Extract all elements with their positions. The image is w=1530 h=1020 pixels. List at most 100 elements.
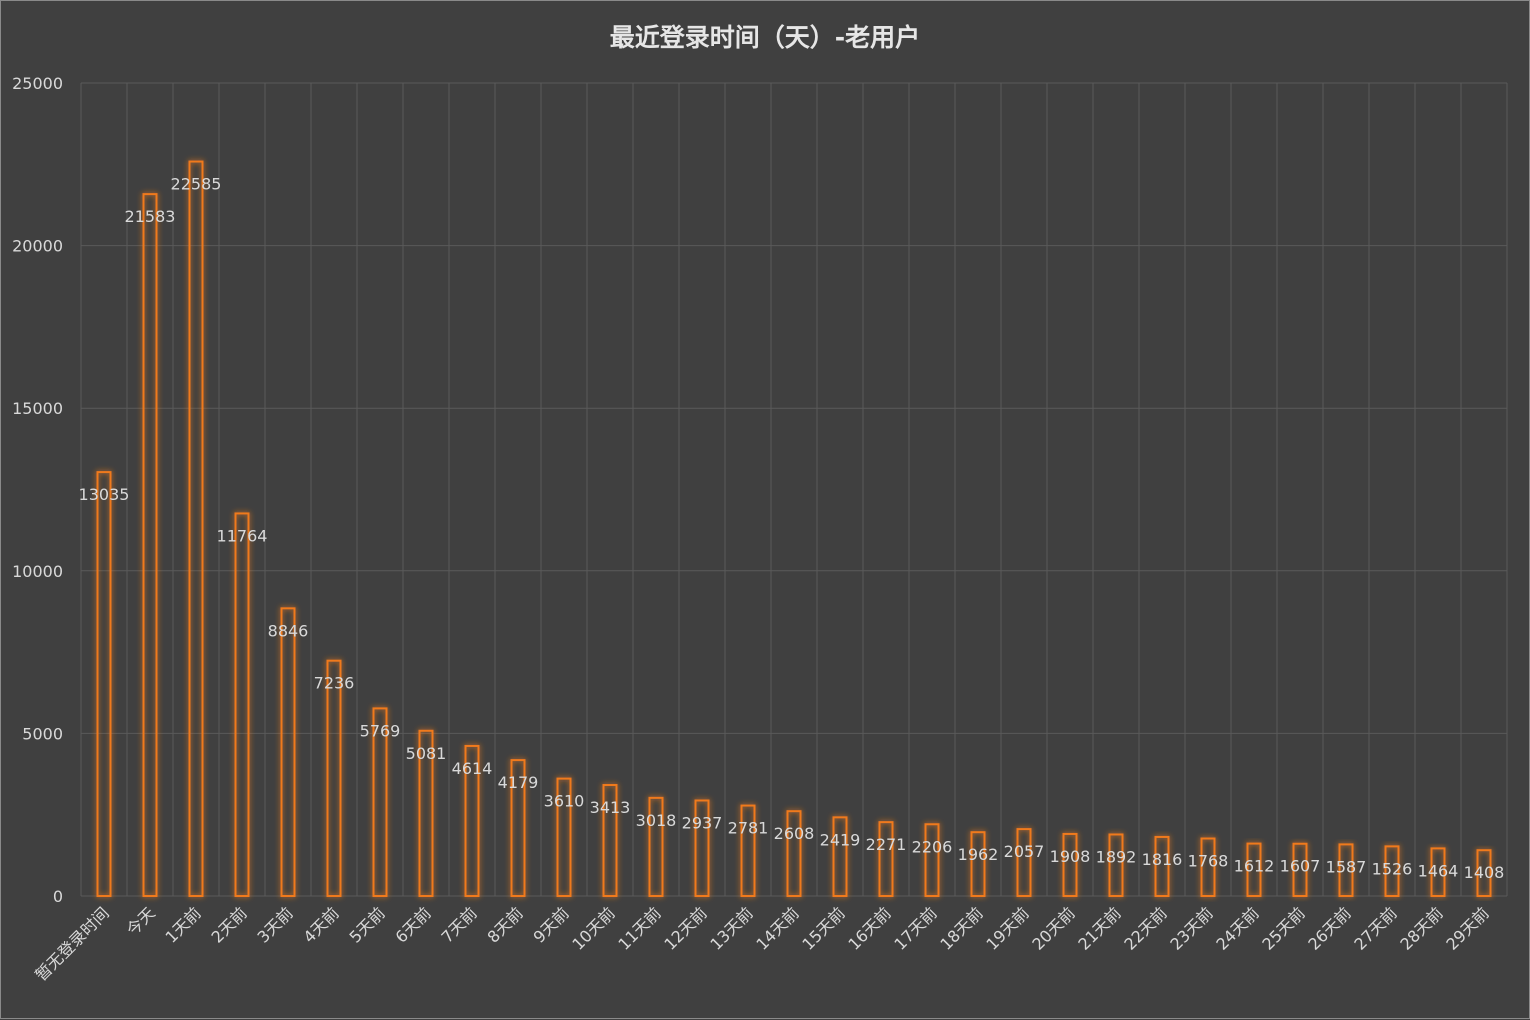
x-tick-label: 25天前 xyxy=(1258,903,1308,953)
x-tick-label: 6天前 xyxy=(392,903,435,946)
data-label: 5769 xyxy=(360,721,401,740)
data-label: 7236 xyxy=(314,674,355,693)
data-label: 1816 xyxy=(1142,850,1183,869)
bar xyxy=(96,471,112,897)
bar xyxy=(694,799,710,898)
bar xyxy=(234,512,250,897)
bar xyxy=(1154,835,1170,897)
bar xyxy=(648,796,664,897)
bar xyxy=(1292,842,1308,897)
bar xyxy=(602,784,618,897)
bar xyxy=(1430,847,1446,898)
data-label: 11764 xyxy=(217,526,268,545)
bar xyxy=(418,729,434,897)
bar xyxy=(786,810,802,898)
data-label: 3610 xyxy=(544,792,585,811)
bar xyxy=(740,804,756,898)
bar xyxy=(280,607,296,897)
x-tick-label: 15天前 xyxy=(798,903,848,953)
bar xyxy=(1476,849,1492,898)
bar-series xyxy=(96,160,1492,898)
x-tick-label: 1天前 xyxy=(162,903,205,946)
x-tick-label: 7天前 xyxy=(438,903,481,946)
data-label: 2271 xyxy=(866,835,907,854)
data-label: 1612 xyxy=(1234,857,1275,876)
x-tick-label: 27天前 xyxy=(1350,903,1400,953)
y-axis: 0 5000 10000 15000 20000 25000 xyxy=(12,74,63,906)
x-tick-label: 5天前 xyxy=(346,903,389,946)
bar xyxy=(556,777,572,897)
x-tick-label: 8天前 xyxy=(484,903,527,946)
bar xyxy=(1200,837,1216,897)
data-label: 4179 xyxy=(498,773,539,792)
x-tick-label: 19天前 xyxy=(982,903,1032,953)
chart-title: 最近登录时间（天）-老用户 xyxy=(610,23,920,52)
bar xyxy=(1338,843,1354,897)
bar xyxy=(924,823,940,897)
grid-layer xyxy=(80,82,1508,897)
x-tick-label: 今天 xyxy=(123,903,159,939)
x-tick-label: 20天前 xyxy=(1028,903,1078,953)
x-tick-label: 10天前 xyxy=(568,903,618,953)
y-tick-label: 10000 xyxy=(12,562,63,581)
x-tick-label: 暂无登录时间 xyxy=(32,903,113,984)
x-tick-label: 11天前 xyxy=(614,903,664,953)
data-label: 1408 xyxy=(1464,863,1505,882)
data-labels: 13035 21583 22585 11764 8846 7236 5769 5081 4614… xyxy=(79,175,1505,883)
x-tick-label: 9天前 xyxy=(530,903,573,946)
x-tick-label: 2天前 xyxy=(208,903,251,946)
data-label: 1526 xyxy=(1372,859,1413,878)
data-label: 2937 xyxy=(682,813,723,832)
x-axis: 暂无登录时间 今天 1天前 2天前 3天前 4天前 5天前 6天前 7天前 8天前 9天前10天前1… xyxy=(32,903,1493,984)
y-tick-label: 20000 xyxy=(12,237,63,256)
x-tick-label: 29天前 xyxy=(1442,903,1492,953)
data-label: 2057 xyxy=(1004,842,1045,861)
data-label: 22585 xyxy=(171,175,222,194)
bar xyxy=(1016,828,1032,898)
data-label: 1587 xyxy=(1326,857,1367,876)
data-label: 1607 xyxy=(1280,857,1321,876)
bar xyxy=(832,816,848,897)
x-tick-label: 16天前 xyxy=(844,903,894,953)
bar xyxy=(510,759,526,898)
x-tick-label: 24天前 xyxy=(1212,903,1262,953)
data-label: 1962 xyxy=(958,845,999,864)
bar xyxy=(1384,845,1400,897)
bar xyxy=(372,707,388,897)
bar xyxy=(464,744,480,897)
data-label: 2206 xyxy=(912,837,953,856)
data-label: 2781 xyxy=(728,819,769,838)
x-tick-label: 18天前 xyxy=(936,903,986,953)
x-tick-label: 12天前 xyxy=(660,903,710,953)
data-label: 1464 xyxy=(1418,861,1459,880)
x-tick-label: 13天前 xyxy=(706,903,756,953)
x-tick-label: 4天前 xyxy=(300,903,343,946)
data-label: 2608 xyxy=(774,824,815,843)
data-label: 8846 xyxy=(268,621,309,640)
data-label: 2419 xyxy=(820,830,861,849)
bar xyxy=(1108,833,1124,898)
data-label: 3018 xyxy=(636,811,677,830)
x-tick-label: 28天前 xyxy=(1396,903,1446,953)
x-tick-label: 17天前 xyxy=(890,903,940,953)
data-label: 5081 xyxy=(406,744,447,763)
x-tick-label: 26天前 xyxy=(1304,903,1354,953)
bar xyxy=(878,821,894,898)
bar xyxy=(326,659,342,898)
data-label: 3413 xyxy=(590,798,631,817)
y-tick-label: 0 xyxy=(53,887,63,906)
x-tick-label: 3天前 xyxy=(254,903,297,946)
bar xyxy=(1246,842,1262,897)
x-tick-label: 14天前 xyxy=(752,903,802,953)
data-label: 1768 xyxy=(1188,852,1229,871)
data-label: 21583 xyxy=(125,207,176,226)
data-label: 1908 xyxy=(1050,847,1091,866)
bar xyxy=(142,193,158,897)
x-tick-label: 21天前 xyxy=(1074,903,1124,953)
bar xyxy=(1062,832,1078,898)
y-tick-label: 5000 xyxy=(22,724,63,743)
data-label: 1892 xyxy=(1096,847,1137,866)
x-tick-label: 22天前 xyxy=(1120,903,1170,953)
